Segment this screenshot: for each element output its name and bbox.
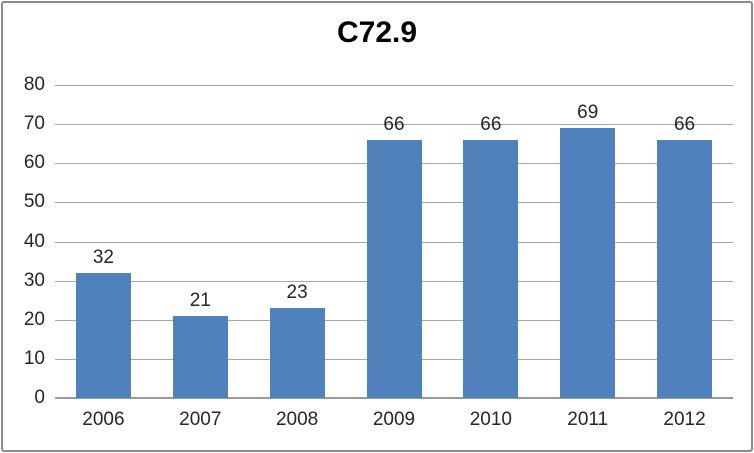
y-tick-20: 20 bbox=[23, 308, 45, 330]
bar-2007 bbox=[172, 315, 228, 398]
y-tick-10: 10 bbox=[23, 347, 45, 369]
bar-value-label-2008: 23 bbox=[286, 282, 308, 303]
bar-2008 bbox=[269, 308, 325, 398]
x-tick-2012: 2012 bbox=[663, 409, 706, 430]
gridline-70 bbox=[55, 124, 733, 126]
x-tick-2008: 2008 bbox=[275, 409, 319, 430]
bar-value-label-2012: 66 bbox=[673, 113, 696, 135]
plot-area: 32 21 23 66 66 69 66 bbox=[55, 85, 733, 399]
bar-value-label-2006: 32 bbox=[92, 246, 114, 268]
x-tick-2007: 2007 bbox=[179, 409, 222, 430]
y-tick-40: 40 bbox=[23, 230, 45, 252]
x-tick-2011: 2011 bbox=[567, 409, 609, 430]
chart-title: C72.9 bbox=[336, 16, 418, 49]
y-tick-70: 70 bbox=[23, 113, 45, 135]
bar-2012 bbox=[657, 139, 713, 398]
y-tick-80: 80 bbox=[23, 74, 45, 95]
y-tick-30: 30 bbox=[23, 269, 45, 291]
x-tick-2009: 2009 bbox=[372, 409, 416, 430]
bar-2011 bbox=[560, 128, 616, 398]
bar-2010 bbox=[463, 139, 519, 398]
gridline-0 bbox=[55, 397, 733, 399]
y-tick-50: 50 bbox=[23, 191, 45, 213]
bar-value-label-2007: 21 bbox=[189, 289, 211, 311]
x-tick-2006: 2006 bbox=[82, 409, 125, 430]
gridline-80 bbox=[55, 85, 733, 86]
bar-value-label-2011: 69 bbox=[577, 102, 599, 124]
bar-value-label-2009: 66 bbox=[383, 113, 405, 135]
bar-2009 bbox=[366, 139, 422, 398]
bar-2006 bbox=[75, 272, 131, 398]
y-tick-0: 0 bbox=[34, 387, 45, 408]
y-tick-60: 60 bbox=[23, 152, 45, 174]
x-tick-2010: 2010 bbox=[469, 409, 512, 430]
bar-value-label-2010: 66 bbox=[480, 113, 502, 135]
